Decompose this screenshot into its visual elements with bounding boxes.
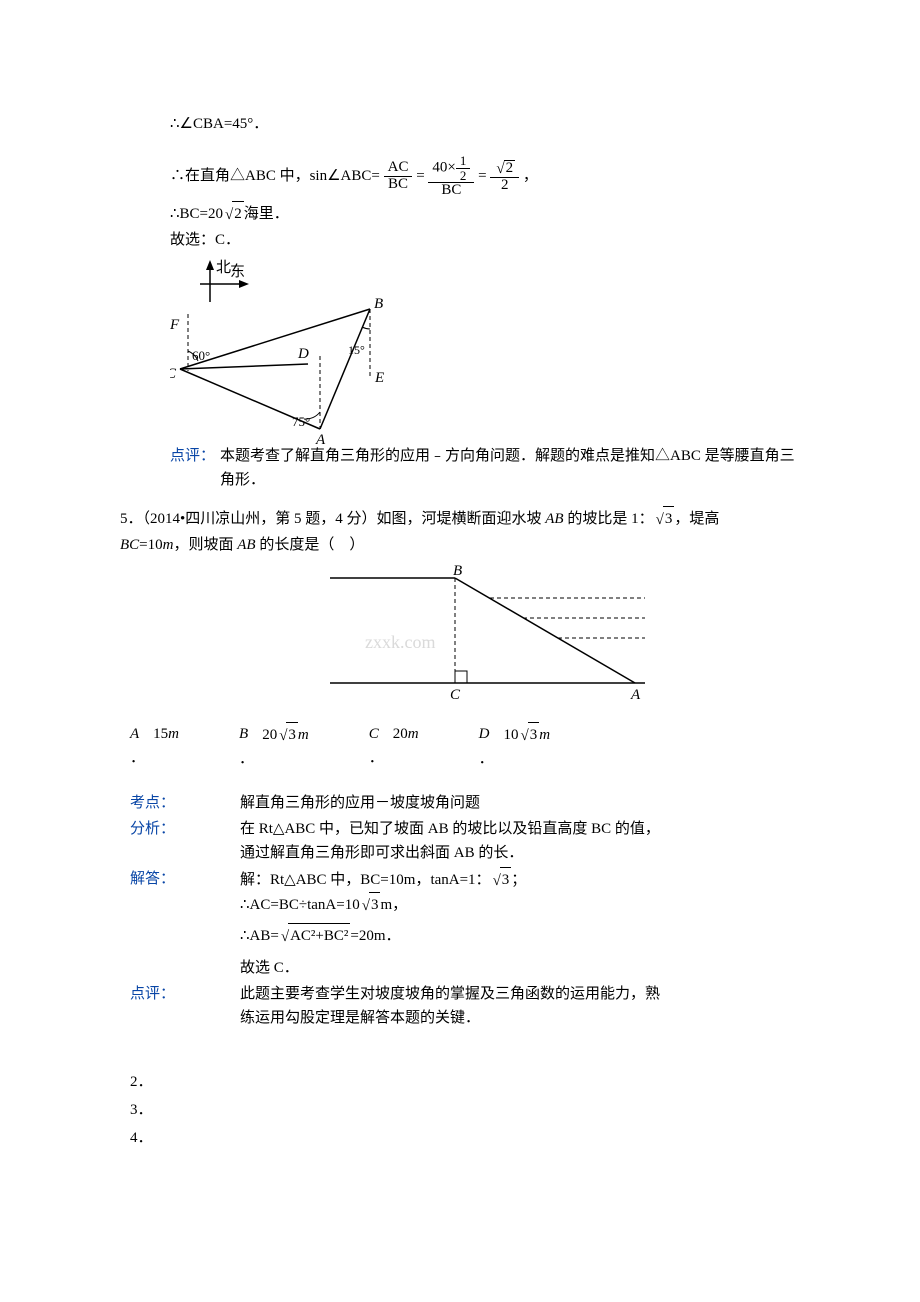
svg-text:75°: 75° — [292, 414, 310, 429]
fenxi-text: 在 Rt△ABC 中，已知了坡面 AB 的坡比以及铅直高度 BC 的值， 通过解… — [240, 817, 800, 865]
dianping-2-text: 此题主要考查学生对坡度坡角的掌握及三角函数的运用能力，熟 练运用勾股定理是解答本… — [240, 982, 800, 1030]
bc-unit: 海里． — [244, 206, 289, 222]
opt-dot: ． — [130, 746, 179, 770]
svg-text:E: E — [374, 370, 384, 386]
dianping-2-label: 点评： — [130, 982, 240, 1030]
tail-list: 2． 3． 4． — [130, 1070, 800, 1150]
slope-diagram-wrap: zxxk.com B C A — [170, 563, 800, 716]
q5-stem-2: BC=10m，则坡面 AB 的长度是（ ） — [120, 533, 800, 557]
option-b: B203m ． — [239, 722, 309, 771]
answer-line-1: 故选：C． — [170, 228, 800, 252]
svg-text:zxxk.com: zxxk.com — [365, 632, 435, 652]
bc-line: ∴BC=202海里． — [170, 201, 800, 226]
opt-dot: ． — [479, 747, 550, 771]
q5-stem: 5．（2014•四川凉山州，第 5 题，4 分）如图，河堤横断面迎水坡 AB 的… — [120, 506, 800, 531]
sine-line: ∴在直角△ABC 中，sin∠ABC= AC BC = 40×12 BC = 2… — [170, 154, 800, 199]
slope-diagram: zxxk.com B C A — [305, 563, 665, 708]
tail-item-2: 2． — [130, 1070, 800, 1094]
sine-prefix: ∴在直角△ABC 中，sin∠ABC= — [170, 168, 380, 184]
line-angle: ∴∠CBA=45°． — [170, 112, 800, 136]
svg-text:F: F — [170, 317, 180, 333]
svg-text:60°: 60° — [192, 348, 210, 363]
jieda-text: 解：Rt△ABC 中，BC=10m，tanA=1：3； ∴AC=BC÷tanA=… — [240, 867, 800, 980]
svg-text:B: B — [453, 563, 462, 579]
dianping-label: 点评： — [170, 444, 220, 492]
kaodian-label: 考点： — [130, 791, 240, 815]
svg-text:A: A — [630, 687, 641, 703]
jieda-row: 解答： 解：Rt△ABC 中，BC=10m，tanA=1：3； ∴AC=BC÷t… — [130, 867, 800, 980]
svg-text:C: C — [170, 366, 177, 382]
dianping-2-row: 点评： 此题主要考查学生对坡度坡角的掌握及三角函数的运用能力，熟 练运用勾股定理… — [130, 982, 800, 1030]
dianping-text: 本题考查了解直角三角形的应用﹣方向角问题．解题的难点是推知△ABC 是等腰直角三… — [220, 444, 800, 492]
fenxi-label: 分析： — [130, 817, 240, 865]
num-40half: 40×12 — [428, 154, 474, 183]
svg-text:C: C — [450, 687, 461, 703]
svg-text:D: D — [297, 346, 309, 362]
svg-text:东: 东 — [230, 263, 245, 280]
option-d: D103m ． — [479, 722, 550, 771]
svg-text:A: A — [315, 432, 326, 444]
tail-item-3: 3． — [130, 1098, 800, 1122]
eq-sign-1: = — [416, 168, 424, 184]
dianping-1: 点评： 本题考查了解直角三角形的应用﹣方向角问题．解题的难点是推知△ABC 是等… — [170, 444, 800, 492]
jieda-label: 解答： — [130, 867, 240, 980]
options-row: A15m ． B203m ． C20m ． D103m ． — [130, 722, 800, 771]
kaodian-text: 解直角三角形的应用－坡度坡角问题 — [240, 791, 800, 815]
frac-sqrt2-2: 2 2 — [490, 160, 519, 194]
fenxi-row: 分析： 在 Rt△ABC 中，已知了坡面 AB 的坡比以及铅直高度 BC 的值，… — [130, 817, 800, 865]
svg-text:B: B — [374, 296, 383, 312]
svg-text:北: 北 — [216, 259, 231, 276]
bc-20: ∴BC=20 — [170, 206, 223, 222]
opt-dot: ． — [369, 746, 419, 770]
frac-40half-bc: 40×12 BC — [428, 154, 474, 199]
tail-item-4: 4． — [130, 1126, 800, 1150]
document-page: ∴∠CBA=45°． ∴在直角△ABC 中，sin∠ABC= AC BC = 4… — [0, 0, 920, 1302]
opt-dot: ． — [239, 747, 309, 771]
svg-text:15°: 15° — [348, 343, 365, 357]
option-a: A15m ． — [130, 722, 179, 771]
frac-ac-bc: AC BC — [384, 160, 413, 193]
kaodian-row: 考点： 解直角三角形的应用－坡度坡角问题 — [130, 791, 800, 815]
trailing-comma: ， — [523, 168, 538, 184]
eq-sign-2: = — [478, 168, 486, 184]
option-c: C20m ． — [369, 722, 419, 771]
direction-diagram: 北 东 F B C D E A 60° 15° 75° — [170, 254, 400, 444]
